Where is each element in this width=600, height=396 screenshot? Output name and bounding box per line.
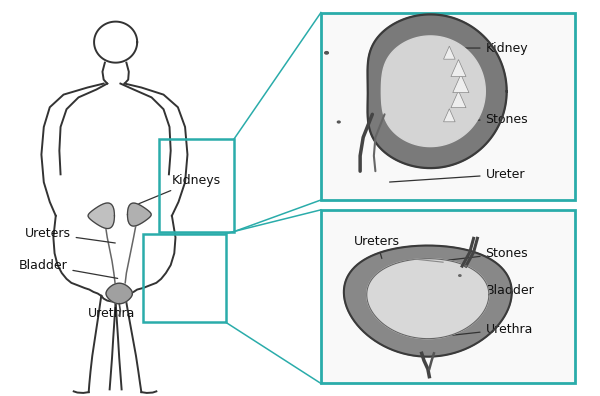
- Polygon shape: [368, 14, 506, 168]
- Text: Ureters: Ureters: [25, 227, 115, 243]
- Circle shape: [465, 265, 467, 267]
- Text: Bladder: Bladder: [19, 259, 118, 278]
- Bar: [143, 234, 226, 322]
- Polygon shape: [127, 203, 151, 226]
- Polygon shape: [443, 46, 455, 59]
- Polygon shape: [451, 91, 466, 108]
- Circle shape: [337, 121, 340, 123]
- Text: Stones: Stones: [400, 112, 528, 126]
- Polygon shape: [344, 246, 512, 357]
- Text: Urethra: Urethra: [439, 322, 533, 337]
- Polygon shape: [88, 203, 115, 228]
- Text: Bladder: Bladder: [458, 284, 535, 297]
- Bar: [321, 210, 575, 383]
- Polygon shape: [367, 259, 489, 339]
- Polygon shape: [443, 109, 455, 122]
- Text: Kidneys: Kidneys: [136, 174, 220, 205]
- Text: Stones: Stones: [442, 247, 528, 261]
- Text: Ureters: Ureters: [354, 235, 400, 259]
- Bar: [321, 13, 575, 200]
- Polygon shape: [453, 74, 469, 93]
- Polygon shape: [451, 59, 466, 76]
- Text: Ureter: Ureter: [389, 168, 525, 182]
- Text: Urethra: Urethra: [88, 302, 135, 320]
- Bar: [160, 139, 234, 232]
- Text: Kidney: Kidney: [410, 42, 528, 55]
- Polygon shape: [382, 36, 485, 147]
- Polygon shape: [106, 283, 133, 304]
- Circle shape: [325, 51, 328, 54]
- Circle shape: [459, 275, 461, 276]
